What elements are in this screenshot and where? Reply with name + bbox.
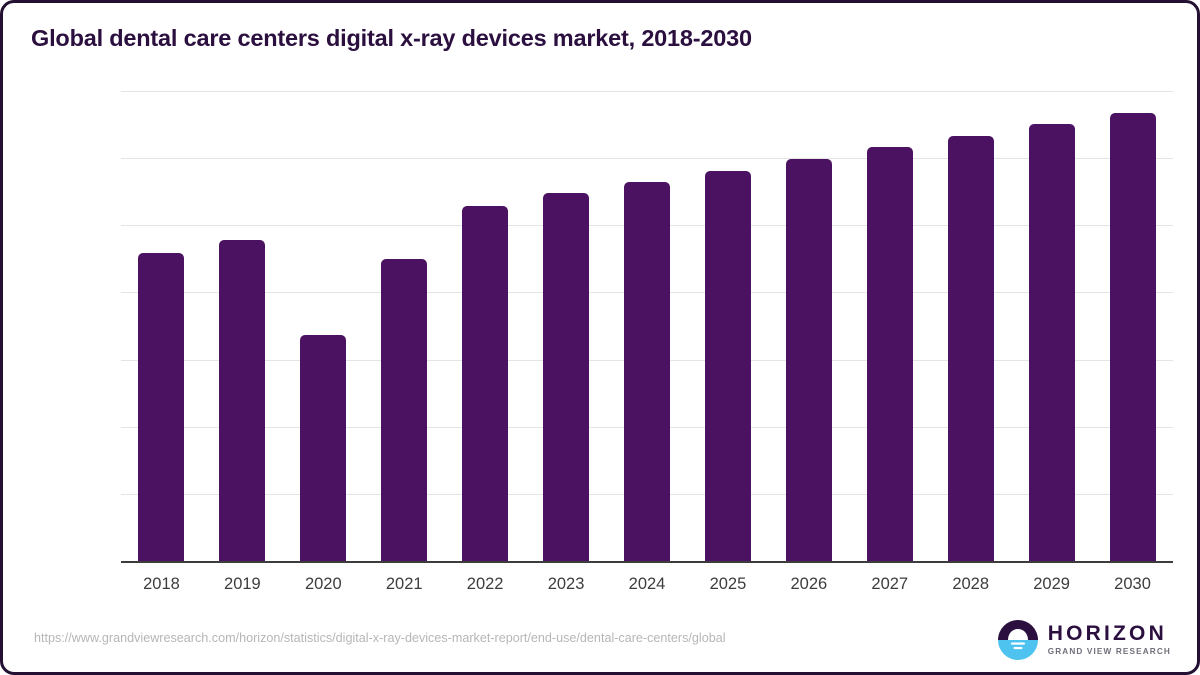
x-axis-tick-label: 2025	[709, 575, 747, 593]
bar-2022[interactable]	[462, 205, 509, 561]
y-axis-title: Market Size (US$M)	[0, 118, 2, 263]
x-axis-tick-label: 2020	[304, 575, 342, 593]
bar-2023[interactable]	[543, 193, 590, 561]
bar-2026[interactable]	[785, 158, 832, 561]
source-url[interactable]: https://www.grandviewresearch.com/horizo…	[34, 631, 726, 645]
bar-2025[interactable]	[704, 170, 751, 561]
logo-wordmark: HORIZON	[1047, 622, 1167, 646]
x-axis-tick-label: 2022	[466, 575, 504, 593]
bar-2019[interactable]	[219, 239, 266, 561]
x-axis-tick-label: 2028	[952, 575, 990, 593]
x-axis-tick-label: 2027	[871, 575, 909, 593]
gridline	[121, 91, 1173, 92]
x-axis-tick-label: 2029	[1033, 575, 1070, 593]
bar-2018[interactable]	[138, 252, 185, 561]
x-axis-tick-label: 2026	[790, 575, 828, 593]
bar-2021[interactable]	[381, 258, 428, 561]
x-axis-tick-label: 2030	[1114, 575, 1151, 593]
x-axis-line	[121, 561, 1173, 563]
bar-2028[interactable]	[947, 135, 994, 561]
horizon-logo-icon	[997, 620, 1038, 660]
bar-series	[121, 91, 1173, 561]
page-title: Global dental care centers digital x-ray…	[31, 25, 752, 51]
bar-2024[interactable]	[624, 182, 670, 561]
logo-tagline: GRAND VIEW RESEARCH	[1047, 647, 1171, 657]
gridline	[121, 158, 1173, 160]
x-axis-tick-label: 2023	[547, 575, 585, 593]
bar-2027[interactable]	[866, 147, 913, 561]
bar-2020[interactable]	[300, 335, 347, 561]
x-axis-tick-label: 2024	[628, 575, 666, 593]
x-axis-tick-label: 2021	[385, 575, 423, 593]
horizon-logo: HORIZON GRAND VIEW RESEARCH	[997, 620, 1171, 660]
horizon-logo-text: HORIZON GRAND VIEW RESEARCH	[1048, 623, 1171, 656]
bar-2029[interactable]	[1028, 123, 1075, 561]
x-axis-tick-label: 2018	[143, 575, 180, 593]
x-axis-tick-label: 2019	[224, 575, 261, 593]
plot-area: 0200400600800100012001400 20182019202020…	[121, 91, 1173, 593]
bar-2030[interactable]	[1109, 112, 1156, 561]
